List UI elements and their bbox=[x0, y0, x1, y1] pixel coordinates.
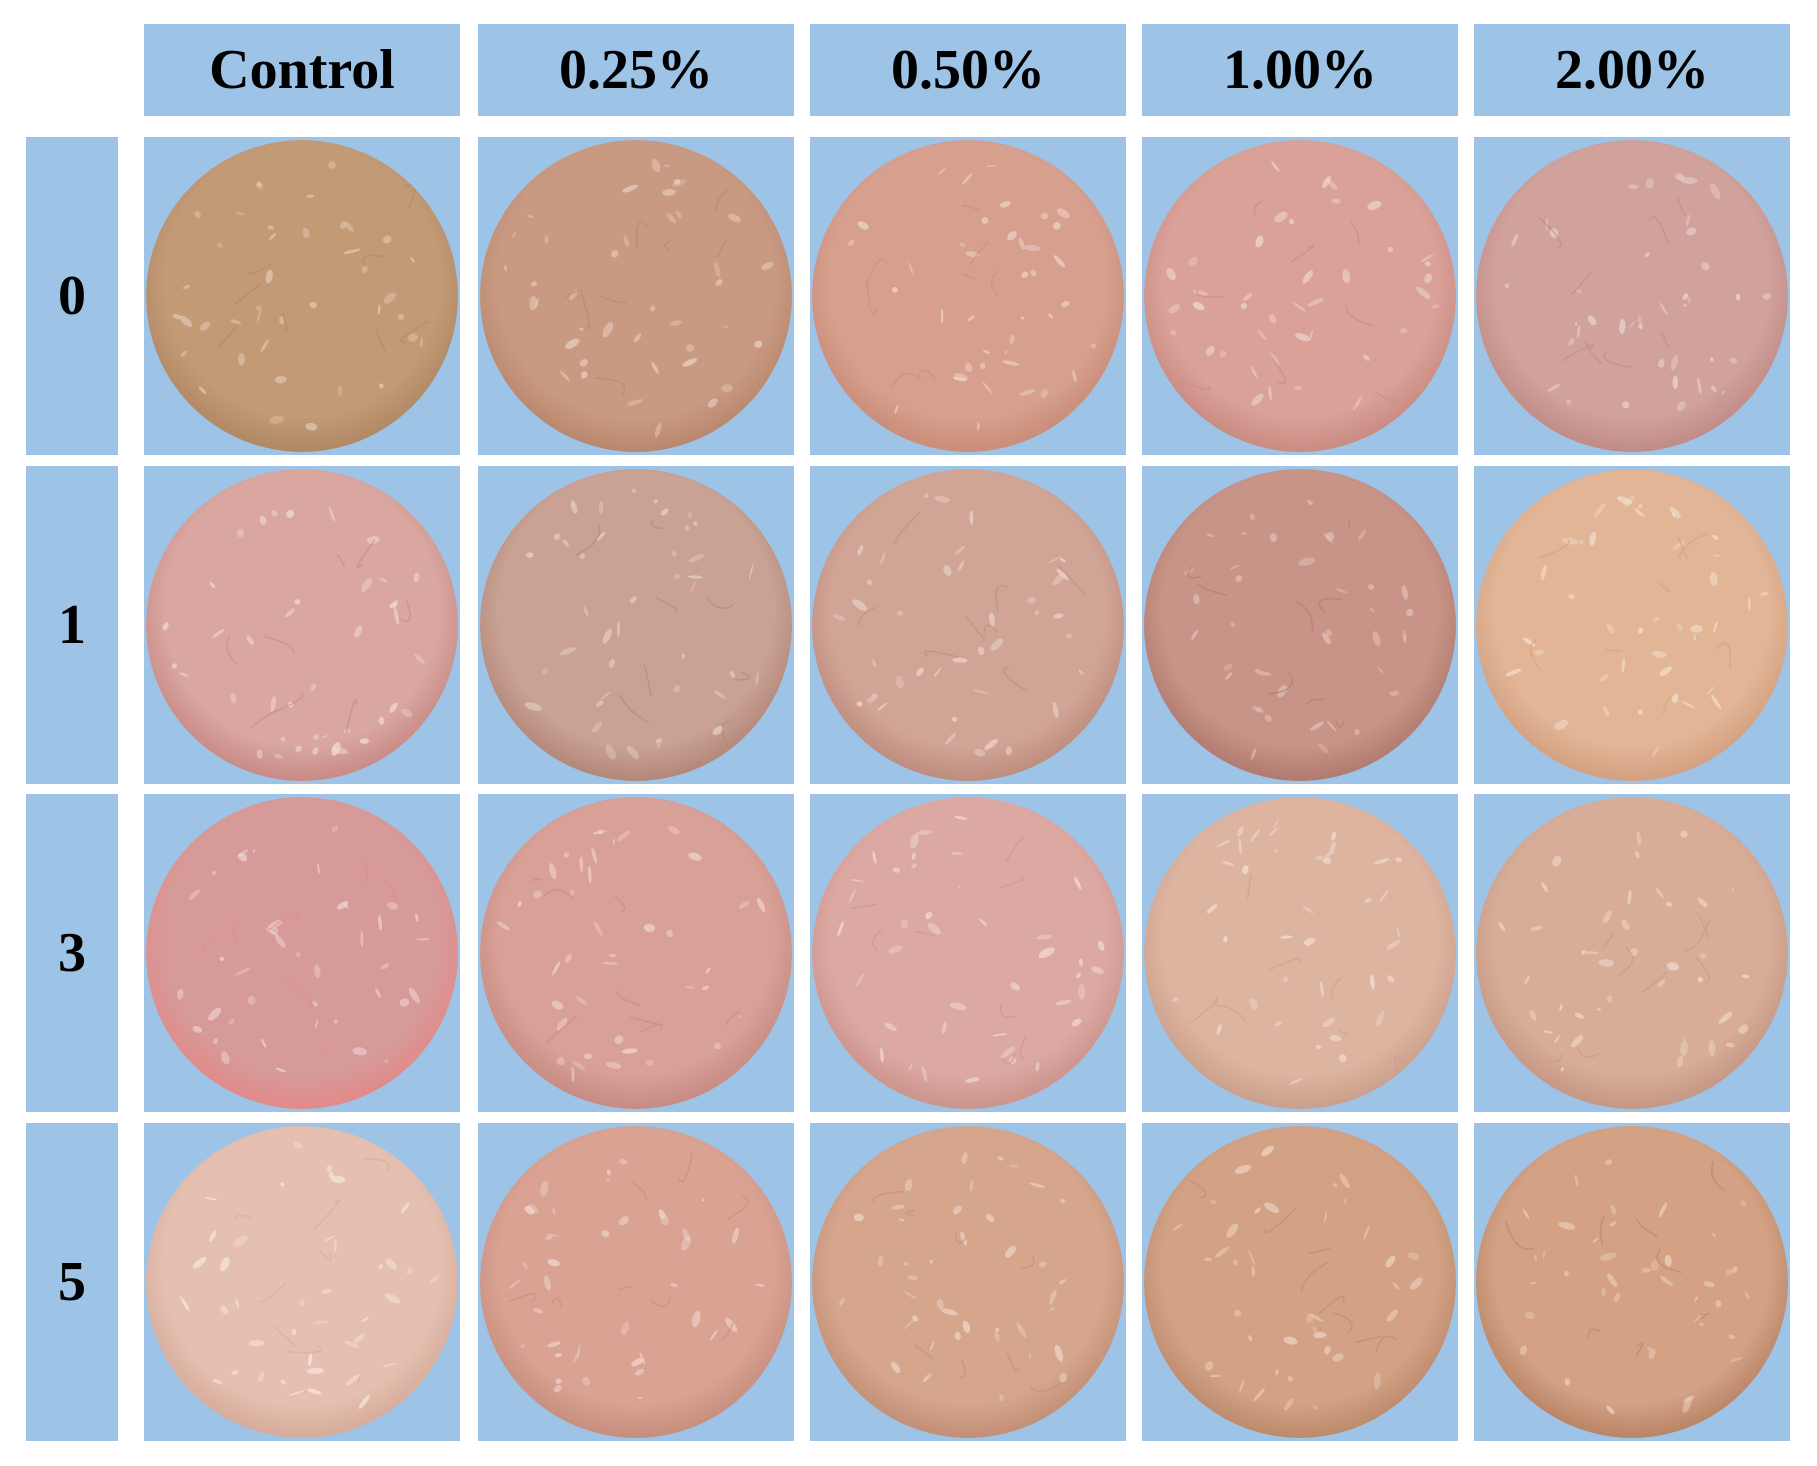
row-header: 0 bbox=[26, 137, 118, 455]
sample-cell bbox=[144, 794, 460, 1112]
column-header: Control bbox=[144, 24, 460, 116]
meat-patty-photo bbox=[1144, 140, 1456, 452]
meat-patty-photo bbox=[146, 140, 458, 452]
meat-patty-photo bbox=[1144, 1126, 1456, 1438]
meat-patty-photo bbox=[1476, 1126, 1788, 1438]
column-header: 0.25% bbox=[478, 24, 794, 116]
sample-cell bbox=[144, 137, 460, 455]
sample-cell bbox=[478, 137, 794, 455]
meat-patty-photo bbox=[1144, 797, 1456, 1109]
patty-texture bbox=[812, 797, 1124, 1109]
meat-patty-photo bbox=[1476, 797, 1788, 1109]
sample-cell bbox=[810, 794, 1126, 1112]
column-header: 1.00% bbox=[1142, 24, 1458, 116]
patty-texture bbox=[1144, 469, 1456, 781]
sample-cell bbox=[144, 466, 460, 784]
sample-cell bbox=[478, 466, 794, 784]
sample-cell bbox=[810, 466, 1126, 784]
patty-texture bbox=[1476, 469, 1788, 781]
patty-texture bbox=[812, 1126, 1124, 1438]
patty-texture bbox=[480, 469, 792, 781]
sample-cell bbox=[1142, 137, 1458, 455]
column-header: 0.50% bbox=[810, 24, 1126, 116]
sample-cell bbox=[478, 1123, 794, 1441]
patty-texture bbox=[480, 140, 792, 452]
sample-cell bbox=[1142, 794, 1458, 1112]
sample-cell bbox=[1474, 137, 1790, 455]
sample-cell bbox=[144, 1123, 460, 1441]
sample-cell bbox=[1474, 1123, 1790, 1441]
row-header: 1 bbox=[26, 466, 118, 784]
patty-texture bbox=[1476, 140, 1788, 452]
meat-patty-photo bbox=[812, 140, 1124, 452]
row-header: 3 bbox=[26, 794, 118, 1112]
sample-cell bbox=[1142, 466, 1458, 784]
meat-patty-photo bbox=[480, 469, 792, 781]
patty-texture bbox=[1144, 797, 1456, 1109]
patty-texture bbox=[146, 1126, 458, 1438]
meat-patty-photo bbox=[146, 797, 458, 1109]
patty-texture bbox=[146, 140, 458, 452]
patty-texture bbox=[1144, 1126, 1456, 1438]
column-header: 2.00% bbox=[1474, 24, 1790, 116]
meat-patty-photo bbox=[1476, 140, 1788, 452]
patty-texture bbox=[146, 469, 458, 781]
meat-patty-photo bbox=[480, 797, 792, 1109]
sample-cell bbox=[1474, 466, 1790, 784]
meat-patty-photo bbox=[812, 469, 1124, 781]
patty-texture bbox=[480, 797, 792, 1109]
meat-patty-photo bbox=[480, 140, 792, 452]
meat-patty-photo bbox=[146, 1126, 458, 1438]
patty-texture bbox=[1476, 1126, 1788, 1438]
patty-texture bbox=[812, 469, 1124, 781]
patty-texture bbox=[812, 140, 1124, 452]
sample-cell bbox=[478, 794, 794, 1112]
patty-texture bbox=[1144, 140, 1456, 452]
meat-patty-photo bbox=[1144, 469, 1456, 781]
meat-patty-photo bbox=[812, 1126, 1124, 1438]
row-header: 5 bbox=[26, 1123, 118, 1441]
patty-texture bbox=[146, 797, 458, 1109]
sample-cell bbox=[1474, 794, 1790, 1112]
sample-cell bbox=[1142, 1123, 1458, 1441]
meat-patty-photo bbox=[1476, 469, 1788, 781]
meat-patty-photo bbox=[812, 797, 1124, 1109]
meat-patty-photo bbox=[146, 469, 458, 781]
sample-cell bbox=[810, 137, 1126, 455]
meat-patty-photo bbox=[480, 1126, 792, 1438]
patty-texture bbox=[480, 1126, 792, 1438]
sample-cell bbox=[810, 1123, 1126, 1441]
patty-texture bbox=[1476, 797, 1788, 1109]
